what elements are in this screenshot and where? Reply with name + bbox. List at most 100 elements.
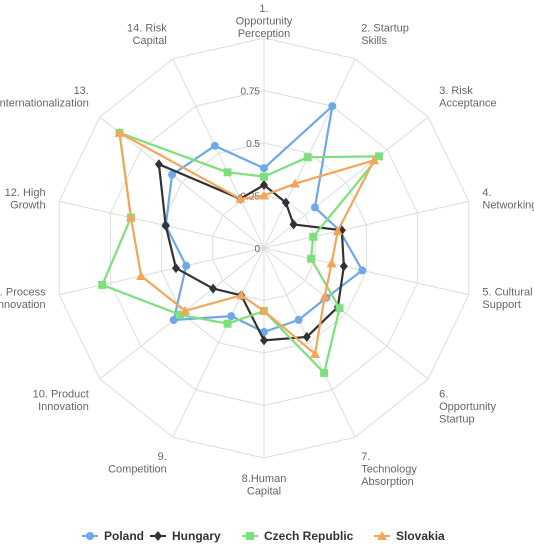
axis-label-line: Innovation (0, 299, 46, 311)
data-point (236, 290, 247, 300)
legend-label: Czech Republic (264, 529, 354, 543)
data-point (307, 254, 316, 263)
axis-spoke (172, 58, 265, 249)
axis-label-line: Capital (247, 486, 281, 498)
data-point (339, 261, 348, 272)
axis-label-line: 13. (74, 85, 89, 97)
data-point (209, 283, 218, 294)
data-point (260, 328, 268, 336)
data-point (319, 291, 330, 301)
axis-spoke (263, 247, 356, 438)
axis-label-line: 8.Human (242, 473, 287, 485)
series-czech-republic (98, 128, 383, 377)
data-point (260, 172, 268, 181)
data-point (260, 180, 268, 190)
axis-label-line: Innovation (38, 401, 89, 413)
axis-spoke (263, 116, 429, 249)
axis-label-line: 3. Risk (439, 85, 473, 97)
axis-label: 9. Competition (108, 451, 167, 476)
data-point (294, 315, 303, 324)
axis-spoke (172, 247, 265, 438)
data-point (227, 312, 236, 321)
axis-label-line: Technology (361, 463, 417, 475)
data-point (182, 261, 191, 270)
legend-item[interactable]: Hungary (150, 529, 221, 543)
data-point (302, 331, 311, 342)
series-slovakia (114, 127, 380, 358)
legend-label: Poland (104, 529, 144, 543)
data-point (114, 127, 125, 137)
axis-label: 1. Opportunity Perception (236, 3, 293, 40)
data-point (259, 190, 269, 200)
data-point (289, 178, 300, 188)
data-point (289, 219, 298, 230)
axis-label-line: Internationalization (0, 97, 89, 109)
axis-label-line: 14. Risk (127, 23, 167, 35)
legend-item[interactable]: Slovakia (374, 529, 445, 543)
data-point (154, 159, 163, 170)
axis-label: 13. Internationalization (0, 85, 89, 110)
data-point (180, 305, 191, 315)
axis-label: 7. Technology Absorption (361, 451, 417, 488)
grid (58, 37, 470, 459)
axis-label-line: Skills (361, 35, 387, 47)
data-point (335, 304, 344, 313)
tick-label: 0.75 (241, 87, 261, 98)
data-point (320, 368, 329, 377)
axis-label-line: 7. (361, 451, 370, 463)
data-point (223, 319, 232, 328)
data-point (259, 306, 269, 315)
data-point (369, 155, 380, 165)
axis-label: 11. ProcessInnovation (0, 287, 46, 312)
data-point (260, 335, 268, 346)
axis-label-line: 4. (482, 187, 491, 199)
tick-label: 0 (254, 244, 260, 255)
data-point (210, 141, 219, 150)
axis-label: 3. Risk Acceptance (439, 85, 496, 110)
axis-label-line: Absorption (361, 476, 414, 488)
axis-label-line: Support (482, 299, 521, 311)
tick-label: 0.5 (246, 139, 260, 150)
axis-label: 14. Risk Capital (127, 23, 167, 48)
axis-spoke (99, 116, 265, 249)
data-point (310, 203, 319, 212)
data-point (161, 220, 170, 231)
data-point (168, 170, 177, 179)
axis-label: 8.Human Capital (242, 473, 287, 498)
data-point (98, 280, 107, 289)
legend-marker (246, 532, 254, 540)
axis-spoke (59, 247, 265, 296)
data-point (260, 164, 268, 173)
legend-marker (377, 531, 387, 540)
legend-item[interactable]: Poland (82, 529, 144, 543)
axis-label: 12. High Growth (5, 187, 46, 212)
series-line (101, 131, 381, 374)
axis-label-line: Capital (133, 35, 167, 47)
axis-label-line: Networking (482, 199, 534, 211)
axis-spoke (263, 200, 469, 249)
data-point (169, 316, 178, 325)
data-point (310, 348, 321, 358)
legend: Poland Hungary Czech Republic Slovakia (82, 529, 445, 543)
data-point (125, 212, 136, 222)
axis-label-line: 11. Process (0, 287, 46, 299)
legend-item[interactable]: Czech Republic (242, 529, 354, 543)
axis-label: 4. Networking (482, 187, 534, 212)
axis-label-line: 5. Cultural (482, 287, 532, 299)
axis-label-line: Opportunity (439, 401, 496, 413)
axis-label-line: 12. High (5, 187, 46, 199)
axis-label-line: Opportunity (236, 16, 293, 28)
data-point (328, 102, 337, 111)
axis-label-line: 1. (259, 3, 268, 15)
axis-label: 6. Opportunity Startup (439, 389, 496, 426)
data-point (223, 168, 232, 177)
axis-spoke (263, 247, 429, 380)
axis-label-line: 6. (439, 389, 448, 401)
axis-label-line: 10. Product (33, 389, 89, 401)
axis-label: 5. Cultural Support (482, 287, 532, 312)
data-point (303, 153, 312, 162)
axis-labels: 1. Opportunity Perception 2. Startup Skills3… (0, 3, 534, 498)
tick-labels: 00.250.50.75 (241, 87, 261, 256)
data-point (332, 226, 343, 236)
